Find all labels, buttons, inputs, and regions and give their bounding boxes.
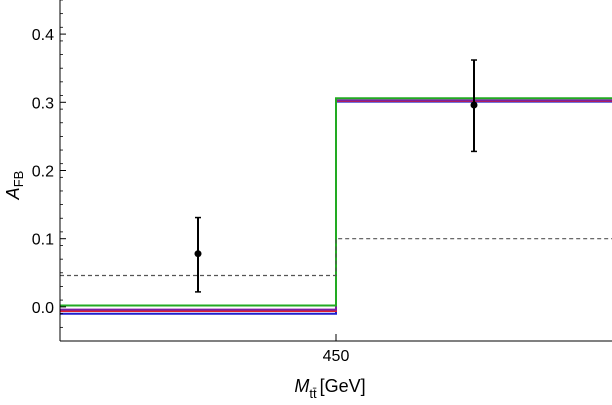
y-axis-title: AFB <box>3 171 26 201</box>
series-line-green <box>60 97 612 307</box>
data-point-1 <box>194 250 202 258</box>
y-ticks: 0.0 0.1 0.2 0.3 0.4 <box>32 0 66 342</box>
y-tick-label-4: 0.4 <box>32 27 54 44</box>
y-tick-label-1: 0.1 <box>32 232 54 249</box>
y-tick-label-2: 0.2 <box>32 164 54 181</box>
data-points <box>194 59 478 293</box>
y-tick-label-0: 0.0 <box>32 300 54 317</box>
plot-series <box>60 97 612 315</box>
x-tick-label-0: 450 <box>323 348 350 365</box>
data-point-2 <box>470 101 478 109</box>
x-axis-title: Mtt̄ [GeV] <box>294 376 365 401</box>
y-tick-label-3: 0.3 <box>32 95 54 112</box>
series-line-dashed <box>60 238 612 277</box>
x-ticks: 450 <box>323 334 350 365</box>
